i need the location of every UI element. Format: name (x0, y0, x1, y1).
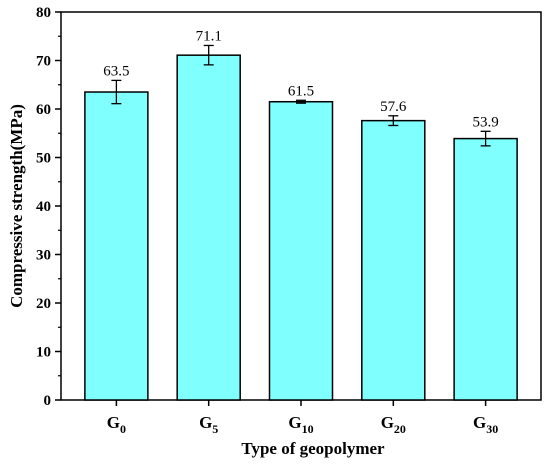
y-tick-label: 10 (36, 345, 51, 361)
x-tick-label: G20 (381, 413, 406, 436)
bars (84, 54, 518, 401)
y-tick-label: 20 (36, 296, 51, 312)
x-tick-label: G5 (199, 413, 218, 436)
data-label: 63.5 (103, 63, 129, 79)
x-categories: G0 G5 G10 G20 G30 (107, 400, 498, 436)
y-tick-label: 40 (36, 199, 51, 215)
bar (176, 54, 241, 401)
x-tick-label: G10 (288, 413, 313, 436)
bar (453, 137, 518, 401)
data-labels: 63.5 71.1 61.5 57.6 53.9 (103, 28, 498, 130)
x-tick-label: G0 (107, 413, 126, 436)
y-tick-label: 60 (36, 102, 51, 118)
x-axis-title: Type of geopolymer (241, 439, 385, 458)
data-label: 61.5 (288, 83, 314, 99)
data-label: 57.6 (380, 99, 407, 115)
x-tick-label: G30 (473, 413, 498, 436)
y-tick-label: 30 (36, 248, 51, 264)
data-label: 71.1 (196, 28, 222, 44)
error-bars (111, 44, 491, 147)
data-label: 53.9 (472, 114, 498, 130)
y-tick-label: 0 (44, 393, 52, 409)
y-ticks: 0 10 20 30 40 50 60 70 80 (36, 5, 61, 409)
bar (84, 91, 149, 401)
y-tick-label: 50 (36, 151, 51, 167)
y-axis-title: Compressive strength(MPa) (7, 104, 26, 308)
y-tick-label: 80 (36, 5, 51, 21)
bar (268, 100, 334, 401)
y-tick-label: 70 (36, 54, 51, 70)
bar (361, 119, 426, 401)
